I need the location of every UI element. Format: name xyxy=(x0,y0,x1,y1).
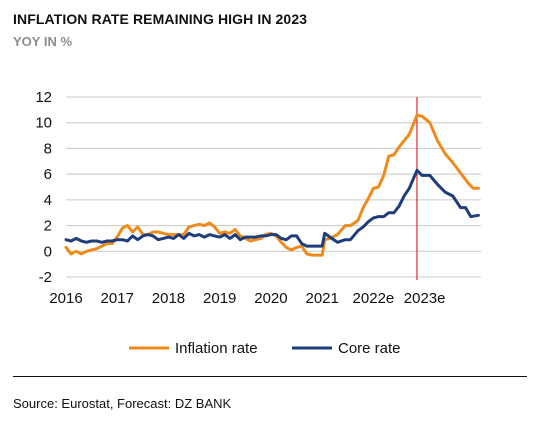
y-tick-label: 8 xyxy=(44,140,52,157)
source-note: Source: Eurostat, Forecast: DZ BANK xyxy=(13,396,232,411)
x-tick-label: 2018 xyxy=(152,290,185,307)
x-tick-label: 2017 xyxy=(101,290,134,307)
x-tick-label: 2021 xyxy=(305,290,338,307)
x-tick-label: 2016 xyxy=(49,290,82,307)
legend-label: Inflation rate xyxy=(175,340,258,357)
y-tick-label: 12 xyxy=(35,89,52,106)
legend: Inflation rate Core rate xyxy=(129,340,401,357)
y-tick-label: -2 xyxy=(39,269,52,286)
y-axis-ticks: -2 0 2 4 6 8 10 12 xyxy=(35,89,52,286)
series-line-inflation-rate xyxy=(64,113,480,257)
y-tick-label: 2 xyxy=(44,218,52,235)
x-tick-label: 2023e xyxy=(404,290,446,307)
gridlines xyxy=(66,96,481,278)
legend-item: Inflation rate xyxy=(129,340,258,357)
series-lines xyxy=(64,113,480,257)
y-tick-label: 10 xyxy=(35,115,52,132)
x-tick-label: 2022e xyxy=(353,290,395,307)
chart-title: INFLATION RATE REMAINING HIGH IN 2023 xyxy=(13,11,308,27)
legend-item: Core rate xyxy=(292,340,401,357)
y-tick-label: 4 xyxy=(44,192,52,209)
legend-label: Core rate xyxy=(338,340,401,357)
y-tick-label: 6 xyxy=(44,166,52,183)
footer-divider xyxy=(13,376,527,377)
x-axis-ticks: 2016 2017 2018 2019 2020 2021 2022e 2023e xyxy=(49,290,445,307)
y-tick-label: 0 xyxy=(44,243,52,260)
x-tick-label: 2019 xyxy=(203,290,236,307)
x-tick-label: 2020 xyxy=(254,290,287,307)
series-line-core-rate xyxy=(64,168,480,248)
chart-subtitle: YOY IN % xyxy=(13,34,73,49)
